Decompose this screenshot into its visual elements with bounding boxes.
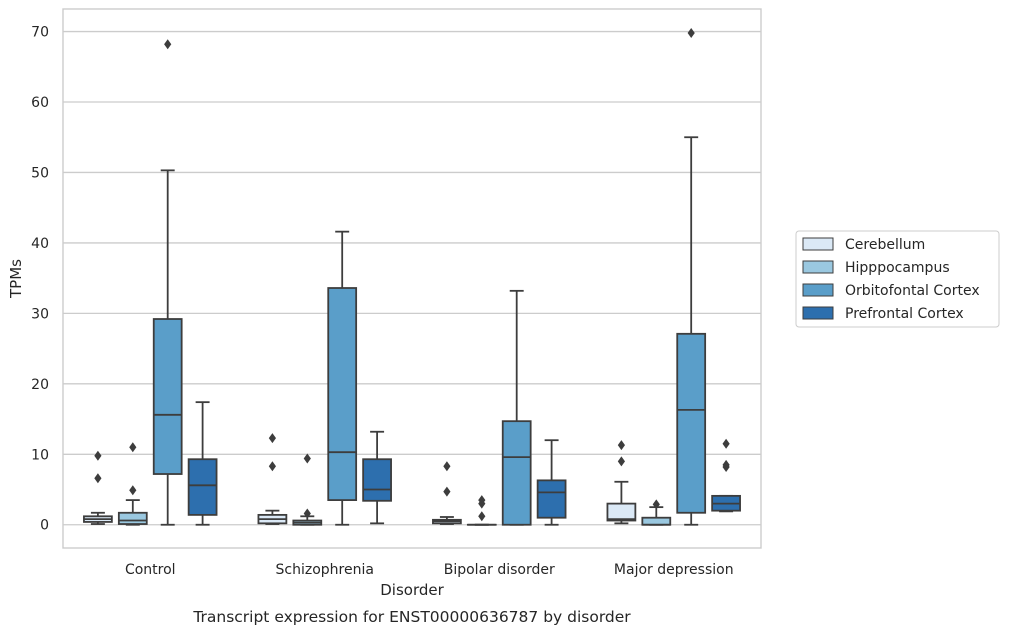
box-prefrontal-cortex bbox=[187, 401, 218, 526]
iqr-box bbox=[117, 511, 148, 525]
outlier-point bbox=[722, 438, 730, 449]
outlier-point bbox=[129, 442, 137, 453]
iqr-box bbox=[501, 420, 532, 526]
outlier-point bbox=[722, 459, 730, 470]
legend: Cerebellum Hipppocampus Orbitofontal Corte… bbox=[795, 230, 1000, 328]
legend-label: Orbitofontal Cortex bbox=[845, 283, 980, 299]
y-tick-label: 60 bbox=[31, 95, 49, 111]
y-axis-label: TPMs bbox=[7, 259, 25, 299]
box-orbitofontal-cortex bbox=[327, 230, 358, 526]
iqr-box bbox=[641, 516, 672, 526]
iqr-box bbox=[676, 332, 707, 514]
y-tick-label: 70 bbox=[31, 25, 49, 41]
chart-caption: Transcript expression for ENST0000063678… bbox=[192, 608, 631, 626]
box-orbitofontal-cortex bbox=[152, 39, 183, 526]
legend-items: Cerebellum Hipppocampus Orbitofontal Corte… bbox=[802, 237, 980, 322]
box-hipppocampus bbox=[466, 495, 497, 526]
outlier-point bbox=[268, 433, 276, 444]
outlier-point bbox=[164, 39, 172, 50]
legend-label: Hipppocampus bbox=[845, 260, 950, 276]
box-layer bbox=[83, 27, 741, 526]
outlier-point bbox=[617, 440, 625, 451]
iqr-box bbox=[606, 502, 637, 522]
legend-swatch bbox=[802, 306, 834, 320]
x-axis-label: Disorder bbox=[380, 581, 444, 599]
x-tick-label: Major depression bbox=[614, 562, 734, 578]
y-tick-label: 30 bbox=[31, 306, 49, 322]
outlier-point bbox=[94, 450, 102, 461]
outlier-point bbox=[478, 511, 486, 522]
y-tick-labels: 0 10 20 30 40 50 60 70 bbox=[31, 25, 49, 534]
x-tick-label: Bipolar disorder bbox=[444, 562, 555, 578]
outlier-point bbox=[478, 495, 486, 506]
outlier-point bbox=[268, 461, 276, 472]
box-cerebellum bbox=[606, 440, 637, 525]
outlier-point bbox=[443, 486, 451, 497]
box-hipppocampus bbox=[641, 499, 672, 526]
outlier-point bbox=[303, 508, 311, 519]
x-tick-labels: Control Schizophrenia Bipolar disorder Majo… bbox=[125, 562, 734, 578]
box-orbitofontal-cortex bbox=[676, 27, 707, 526]
outlier-point bbox=[94, 473, 102, 484]
iqr-box bbox=[152, 318, 183, 475]
y-tick-label: 50 bbox=[31, 165, 49, 181]
box-cerebellum bbox=[432, 461, 462, 525]
outlier-point bbox=[443, 461, 451, 472]
legend-label: Cerebellum bbox=[845, 237, 925, 253]
outlier-point bbox=[617, 456, 625, 467]
outlier-point bbox=[652, 499, 660, 510]
box-prefrontal-cortex bbox=[362, 430, 392, 525]
box-prefrontal-cortex bbox=[536, 439, 567, 526]
outlier-point bbox=[129, 485, 137, 496]
box-hipppocampus bbox=[117, 442, 148, 526]
box-cerebellum bbox=[83, 450, 113, 525]
legend-frame bbox=[795, 230, 1000, 328]
y-tick-label: 10 bbox=[31, 447, 49, 463]
iqr-box bbox=[362, 458, 392, 502]
outlier-point bbox=[303, 453, 311, 464]
y-tick-label: 0 bbox=[40, 518, 49, 534]
plot-area-frame bbox=[62, 8, 762, 549]
y-tick-label: 40 bbox=[31, 236, 49, 252]
iqr-box bbox=[327, 287, 358, 501]
legend-swatch bbox=[802, 283, 834, 297]
iqr-box bbox=[187, 458, 218, 516]
box-hipppocampus bbox=[292, 453, 323, 526]
x-tick-label: Control bbox=[125, 562, 176, 578]
legend-label: Prefrontal Cortex bbox=[845, 306, 964, 322]
x-tick-label: Schizophrenia bbox=[276, 562, 374, 578]
legend-swatch bbox=[802, 260, 834, 274]
box-cerebellum bbox=[257, 433, 288, 525]
box-prefrontal-cortex bbox=[711, 438, 741, 513]
iqr-box bbox=[536, 479, 567, 519]
outlier-point bbox=[687, 27, 695, 38]
legend-swatch bbox=[802, 237, 834, 251]
y-tick-label: 20 bbox=[31, 377, 49, 393]
box-orbitofontal-cortex bbox=[501, 289, 532, 526]
